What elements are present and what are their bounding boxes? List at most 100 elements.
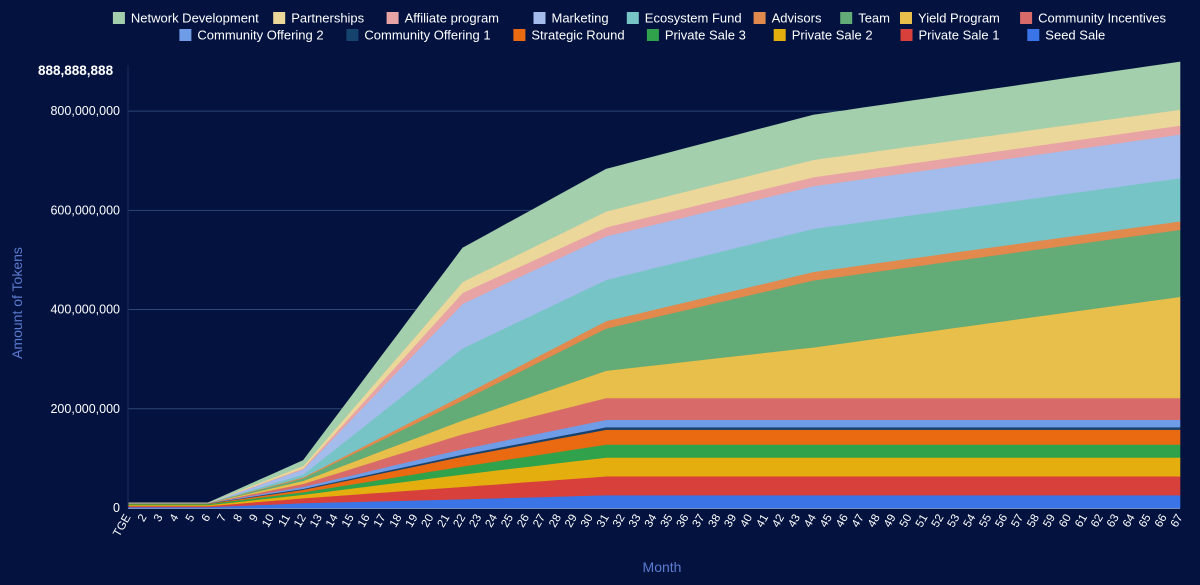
legend-label: Strategic Round [531,28,624,43]
x-tick-label: 59 [1041,513,1058,530]
x-tick-label: 56 [994,513,1011,530]
legend-swatch [773,29,786,41]
x-tick-label: 39 [723,513,740,530]
legend-label: Private Sale 1 [919,28,1000,43]
x-tick-label: 24 [483,512,500,530]
x-tick-label: 8 [232,513,246,525]
chart-legend: Network Development Partnerships Affiliate… [112,11,1166,43]
max-supply-label: 888,888,888 [38,63,114,78]
legend-item-partnerships[interactable]: Partnerships [273,11,365,26]
legend-item-seed-sale[interactable]: Seed Sale [1027,28,1105,43]
legend-item-strategic-round[interactable]: Strategic Round [513,28,625,43]
legend-item-affiliate-program[interactable]: Affiliate program [386,11,499,26]
x-tick-label: 21 [436,513,453,530]
x-tick-label: 38 [707,513,724,530]
x-tick-label: 49 [882,513,899,530]
legend-label: Community Offering 2 [197,28,323,43]
x-tick-label: 66 [1153,513,1170,530]
y-tick-label: 200,000,000 [50,402,120,416]
legend-item-community-offering-2[interactable]: Community Offering 2 [179,28,324,43]
legend-item-community-offering-1[interactable]: Community Offering 1 [346,28,491,43]
x-tick-label: 5 [184,513,198,525]
y-tick-label: 0 [113,501,120,515]
x-axis: TGE 2 3 4 5 6 7 8 9 10 11 12 13 14 15 16 17 18 19 20 21 22 23 2… [111,512,1185,539]
legend-item-private-sale-3[interactable]: Private Sale 3 [646,28,746,43]
legend-swatch [900,29,913,41]
x-tick-label: 28 [547,513,564,530]
legend-label: Community Incentives [1038,11,1166,26]
legend-swatch [900,12,912,24]
legend-swatch [753,12,766,24]
legend-swatch [386,12,399,24]
x-tick-label: 32 [611,513,628,530]
legend-swatch [346,29,359,41]
y-axis-title: Amount of Tokens [9,247,25,359]
stacked-areas [127,61,1181,509]
legend-item-advisors[interactable]: Advisors [753,11,822,26]
x-tick-label: 58 [1025,513,1042,530]
legend-item-network-development[interactable]: Network Development [112,11,259,26]
legend-item-team[interactable]: Team [840,11,890,26]
x-tick-label: 50 [898,513,915,530]
legend-swatch [1027,29,1040,41]
y-tick-label: 800,000,000 [50,104,120,118]
x-tick-label: 9 [248,513,262,525]
legend-item-private-sale-1[interactable]: Private Sale 1 [900,28,1000,43]
x-tick-label: 15 [340,513,357,530]
legend-label: Yield Program [918,11,1000,26]
legend-item-yield-program[interactable]: Yield Program [900,11,1000,26]
x-tick-label: 42 [770,513,787,530]
legend-label: Partnerships [291,11,364,26]
legend-item-ecosystem-fund[interactable]: Ecosystem Fund [626,11,742,26]
y-axis: 0 200,000,000 400,000,000 600,000,000 800,00… [50,65,129,515]
x-tick-label: 17 [372,513,389,530]
x-axis-title: Month [643,559,682,575]
x-tick-label: 7 [216,513,230,525]
legend-label: Marketing [552,11,609,26]
legend-swatch [840,12,853,24]
x-tick-label: 37 [691,513,708,530]
x-tick-label: 63 [1105,513,1122,530]
x-tick-label: 41 [754,513,771,530]
y-tick-label: 400,000,000 [50,303,120,317]
x-tick-label: 55 [978,513,995,530]
y-tick-label: 600,000,000 [50,203,120,217]
x-tick-label: 48 [866,513,883,530]
x-tick-label: 51 [914,513,931,530]
x-tick-label: 36 [675,513,692,530]
legend-label: Ecosystem Fund [645,11,742,26]
legend-swatch [533,12,546,24]
x-tick-label: 25 [499,513,516,530]
x-tick-label: 60 [1057,513,1074,530]
x-tick-label: 14 [324,512,341,530]
x-tick-label: 18 [388,513,405,530]
x-tick-label: 44 [802,512,819,530]
area-network-development[interactable] [128,61,1181,504]
x-tick-label: 45 [818,513,835,530]
x-tick-label: 3 [152,513,166,525]
legend-swatch [646,29,659,41]
legend-item-marketing[interactable]: Marketing [533,11,609,26]
legend-swatch [112,12,125,24]
x-tick-label: 12 [292,513,309,530]
x-tick-label: 10 [260,513,277,530]
x-tick-label: 65 [1137,513,1154,530]
legend-label: Seed Sale [1045,28,1105,43]
legend-item-community-incentives[interactable]: Community Incentives [1020,11,1166,26]
legend-swatch [273,12,286,24]
legend-label: Team [858,11,890,26]
x-tick-label: TGE [111,512,133,539]
x-tick-label: 30 [579,513,596,530]
legend-item-private-sale-2[interactable]: Private Sale 2 [773,28,873,43]
x-tick-label: 35 [659,513,676,530]
x-tick-label: 23 [468,513,485,530]
legend-label: Affiliate program [405,11,499,26]
x-tick-label: 20 [420,513,437,530]
legend-label: Network Development [131,11,259,26]
x-tick-label: 26 [515,513,532,530]
x-tick-label: 54 [962,512,979,530]
legend-swatch [513,29,526,41]
x-tick-label: 40 [738,513,755,530]
x-tick-label: 43 [786,513,803,530]
x-tick-label: 22 [452,513,469,530]
